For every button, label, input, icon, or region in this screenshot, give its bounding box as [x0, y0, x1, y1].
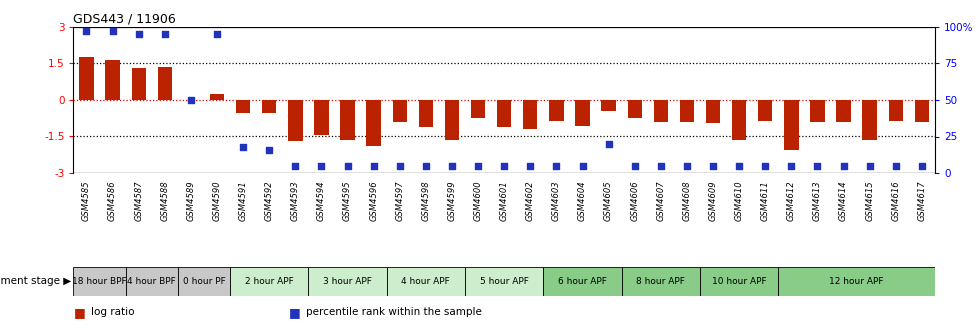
Text: ■: ■ [289, 306, 300, 319]
Bar [262, 100, 276, 113]
Bar [157, 67, 172, 100]
Bar [106, 60, 119, 100]
Text: 6 hour APF: 6 hour APF [557, 277, 606, 286]
Bar [209, 94, 224, 100]
Point [105, 29, 120, 34]
Bar [835, 100, 850, 122]
Bar [131, 68, 146, 100]
Point [391, 163, 407, 168]
Text: development stage ▶: development stage ▶ [0, 277, 71, 286]
Bar [575, 100, 589, 126]
Bar [600, 100, 615, 111]
Point [861, 163, 876, 168]
Bar [386, 267, 465, 296]
Point [235, 144, 250, 150]
Text: GDS443 / 11906: GDS443 / 11906 [73, 13, 176, 26]
Text: 5 hour APF: 5 hour APF [479, 277, 528, 286]
Point [156, 32, 172, 37]
Point [757, 163, 773, 168]
Point [418, 163, 433, 168]
Text: 4 hour APF: 4 hour APF [401, 277, 450, 286]
Point [704, 163, 720, 168]
Bar [913, 100, 928, 122]
Point [913, 163, 929, 168]
Point [444, 163, 460, 168]
Point [288, 163, 303, 168]
Point [522, 163, 538, 168]
Bar [366, 100, 380, 146]
Bar [679, 100, 693, 122]
Bar [888, 100, 902, 121]
Bar [522, 100, 537, 129]
Bar [732, 100, 745, 140]
Point [131, 32, 147, 37]
Bar [778, 267, 934, 296]
Point [679, 163, 694, 168]
Point [78, 29, 94, 34]
Bar [621, 267, 699, 296]
Text: 0 hour PF: 0 hour PF [182, 277, 225, 286]
Point [887, 163, 903, 168]
Point [183, 97, 199, 103]
Point [469, 163, 485, 168]
Text: 10 hour APF: 10 hour APF [711, 277, 766, 286]
Bar [465, 267, 543, 296]
Text: 3 hour APF: 3 hour APF [323, 277, 372, 286]
Bar [230, 267, 308, 296]
Text: ■: ■ [73, 306, 85, 319]
Point [313, 163, 329, 168]
Bar [470, 100, 485, 118]
Point [731, 163, 746, 168]
Point [652, 163, 668, 168]
Text: 4 hour BPF: 4 hour BPF [127, 277, 176, 286]
Point [626, 163, 642, 168]
Text: 12 hour APF: 12 hour APF [828, 277, 883, 286]
Text: percentile rank within the sample: percentile rank within the sample [306, 307, 482, 318]
Bar [314, 100, 329, 135]
Bar [653, 100, 667, 122]
Bar [549, 100, 563, 121]
Point [209, 32, 225, 37]
Point [835, 163, 851, 168]
Text: 18 hour BPF: 18 hour BPF [72, 277, 127, 286]
Point [809, 163, 824, 168]
Bar [444, 100, 459, 140]
Bar [757, 100, 772, 121]
Bar [236, 100, 250, 113]
Point [339, 163, 355, 168]
Text: 2 hour APF: 2 hour APF [244, 277, 293, 286]
Bar [288, 100, 302, 141]
Bar [340, 100, 354, 140]
Bar [627, 100, 642, 118]
Bar [699, 267, 778, 296]
Bar [862, 100, 876, 140]
Bar [543, 267, 621, 296]
Text: 8 hour APF: 8 hour APF [636, 277, 685, 286]
Bar [308, 267, 386, 296]
Bar [73, 267, 125, 296]
Bar [79, 57, 94, 100]
Text: log ratio: log ratio [91, 307, 134, 318]
Point [366, 163, 381, 168]
Point [782, 163, 798, 168]
Bar [810, 100, 823, 122]
Bar [392, 100, 407, 122]
Bar [125, 267, 178, 296]
Point [548, 163, 563, 168]
Point [600, 141, 616, 146]
Point [574, 163, 590, 168]
Bar [178, 267, 230, 296]
Bar [783, 100, 798, 150]
Point [261, 147, 277, 152]
Bar [497, 100, 511, 127]
Bar [705, 100, 720, 123]
Point [496, 163, 511, 168]
Bar [419, 100, 432, 127]
